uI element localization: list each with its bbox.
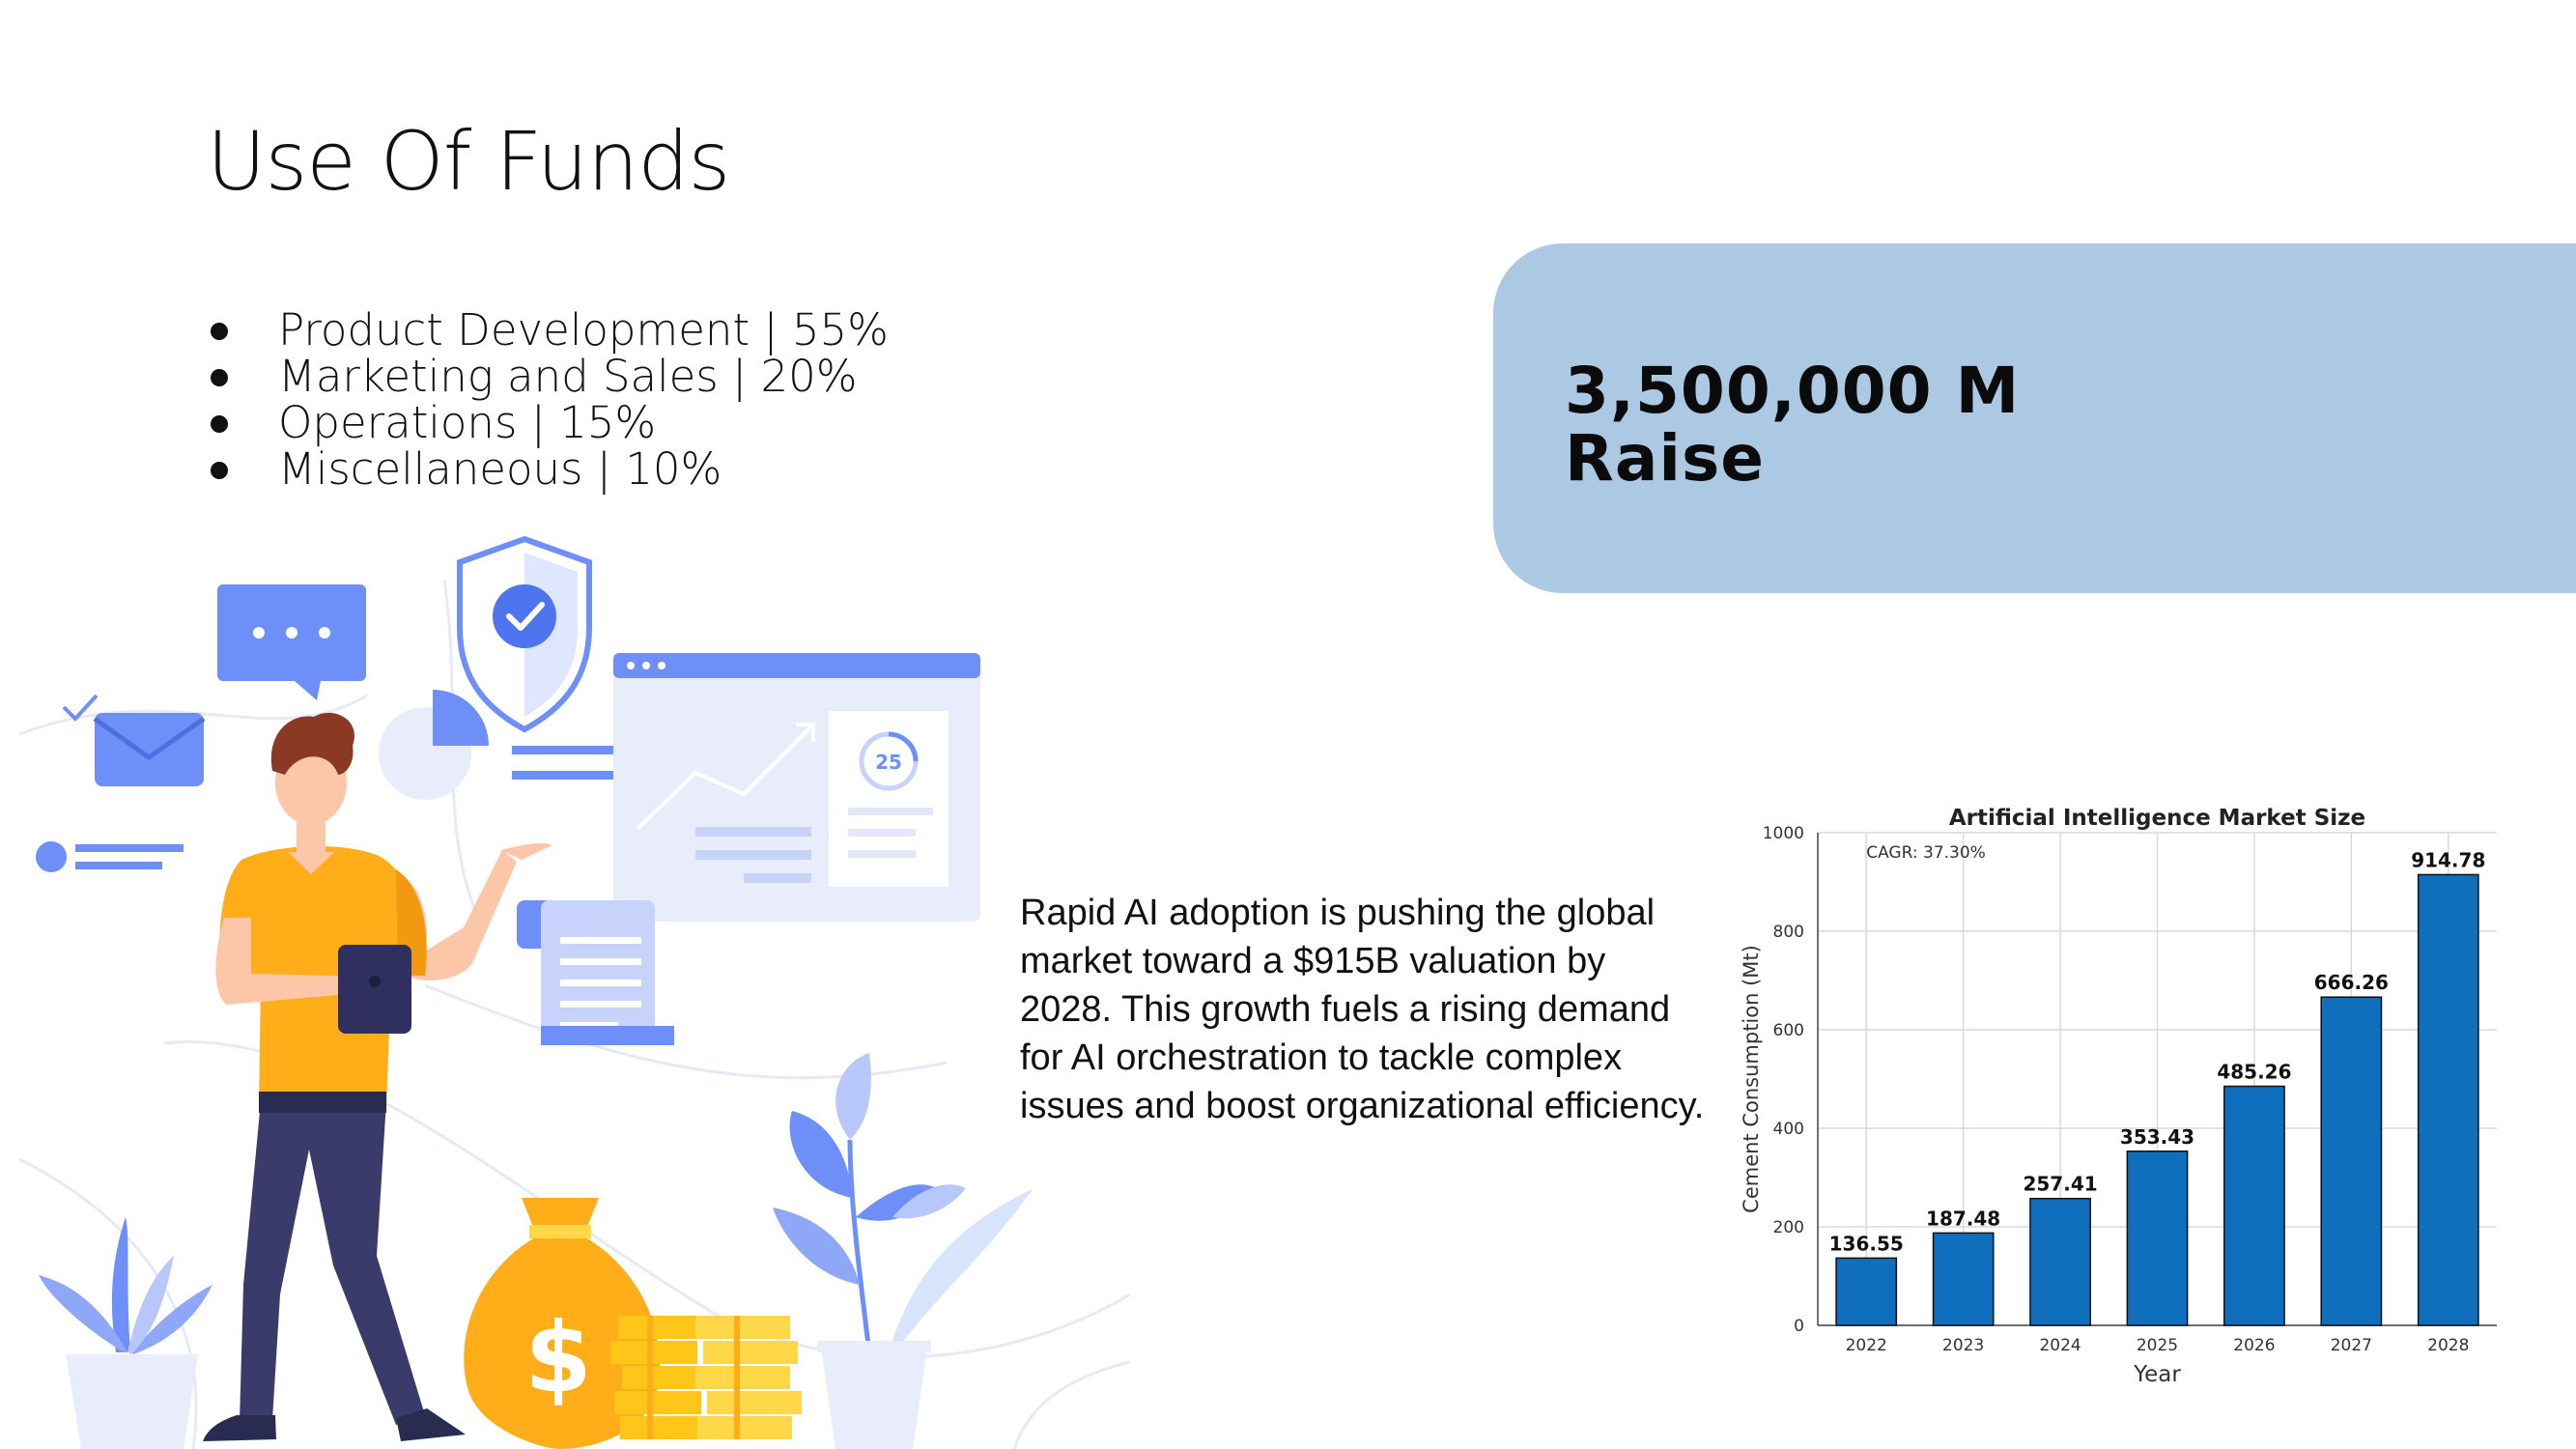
envelope-icon [62,694,206,786]
bar [2029,1197,2091,1326]
chart-value-labels: 136.55 187.48 257.41 353.43 485.26 666.26 914.… [1829,848,2486,1255]
data-label: 666.26 [2314,971,2389,994]
description-line: 2028. This growth fuels a rising demand [1020,989,1671,1030]
description-line: market toward a $915B valuation by [1020,941,1606,981]
y-tick-label: 1000 [1763,824,1804,843]
chart-x-label: Year [2133,1362,2181,1387]
data-label: 914.78 [2411,848,2485,871]
bullet-icon [211,415,228,433]
bullet-icon [211,369,228,386]
shield-check-icon [457,535,592,733]
data-label: 353.43 [2120,1125,2194,1149]
list-item: Operations | 15% [207,400,889,446]
plant-right-icon [773,1053,1033,1449]
money-bag-icon: $ [464,1198,661,1449]
use-of-funds-list: Product Development | 55% Marketing and … [207,307,889,493]
x-tick-label: 2024 [2039,1336,2081,1355]
badge-number: 25 [875,751,902,774]
raise-card: 3,500,000 M Raise [1493,243,2576,593]
dollar-icon: $ [524,1301,592,1414]
list-item: Marketing and Sales | 20% [207,354,889,400]
cagr-annotation: CAGR: 37.30% [1866,843,1986,863]
pie-chart-icon [379,690,647,800]
y-tick-label: 0 [1794,1317,1804,1336]
x-tick-label: 2028 [2427,1336,2469,1355]
raise-heading: 3,500,000 M Raise [1565,357,2020,493]
chart-bars [1835,873,2479,1326]
data-label: 257.41 [2023,1173,2097,1196]
y-tick-label: 400 [1773,1120,1804,1139]
data-label: 485.26 [2217,1061,2291,1084]
x-tick-label: 2026 [2233,1336,2275,1355]
document-icon [517,900,674,1045]
raise-amount: 3,500,000 M [1565,354,2021,428]
x-tick-label: 2022 [1846,1336,1887,1355]
x-tick-label: 2025 [2137,1336,2178,1355]
data-label: 187.48 [1926,1207,2000,1230]
list-item: Product Development | 55% [207,307,889,354]
chat-bubble-icon [217,584,366,700]
dashboard-window-icon: 25 [613,653,980,922]
y-tick-label: 600 [1773,1021,1804,1040]
slide-title: Use Of Funds [207,114,730,209]
bar [1932,1232,1995,1326]
bullet-icon [211,323,228,340]
chart-y-label: Cement Consumption (Mt) [1740,945,1763,1213]
list-item: Miscellaneous | 10% [207,446,889,493]
list-lines-icon [36,841,184,872]
description-line: Rapid AI adoption is pushing the global [1020,893,1656,933]
chart-x-ticks: 2022 2023 2024 2025 2026 2027 2028 [1846,1336,2470,1355]
bar [1835,1257,1898,1326]
x-tick-label: 2027 [2331,1336,2372,1355]
market-size-chart: Artificial Intelligence Market Size 0 200… [1740,806,2497,1387]
bar [2417,873,2479,1326]
raise-label: Raise [1565,421,1766,496]
plant-left-icon [39,1217,212,1449]
bar [2126,1151,2189,1326]
y-tick-label: 800 [1773,923,1804,942]
data-label: 136.55 [1829,1232,1904,1255]
description-line: issues and boost organizational efficien… [1020,1086,1705,1126]
business-growth-illustration: 25 $ [19,535,1130,1449]
person-illustration [203,712,552,1441]
chart-y-ticks: 0 200 400 600 800 1000 [1763,824,1804,1336]
bar [2320,996,2383,1326]
bar [2223,1085,2285,1326]
coin-stacks-icon [610,1316,802,1439]
y-tick-label: 200 [1773,1218,1804,1237]
chart-title: Artificial Intelligence Market Size [1949,806,2365,831]
market-description: Rapid AI adoption is pushing the global … [1020,889,1735,1130]
x-tick-label: 2023 [1942,1336,1984,1355]
description-line: for AI orchestration to tackle complex [1020,1037,1623,1078]
bullet-icon [211,462,228,479]
